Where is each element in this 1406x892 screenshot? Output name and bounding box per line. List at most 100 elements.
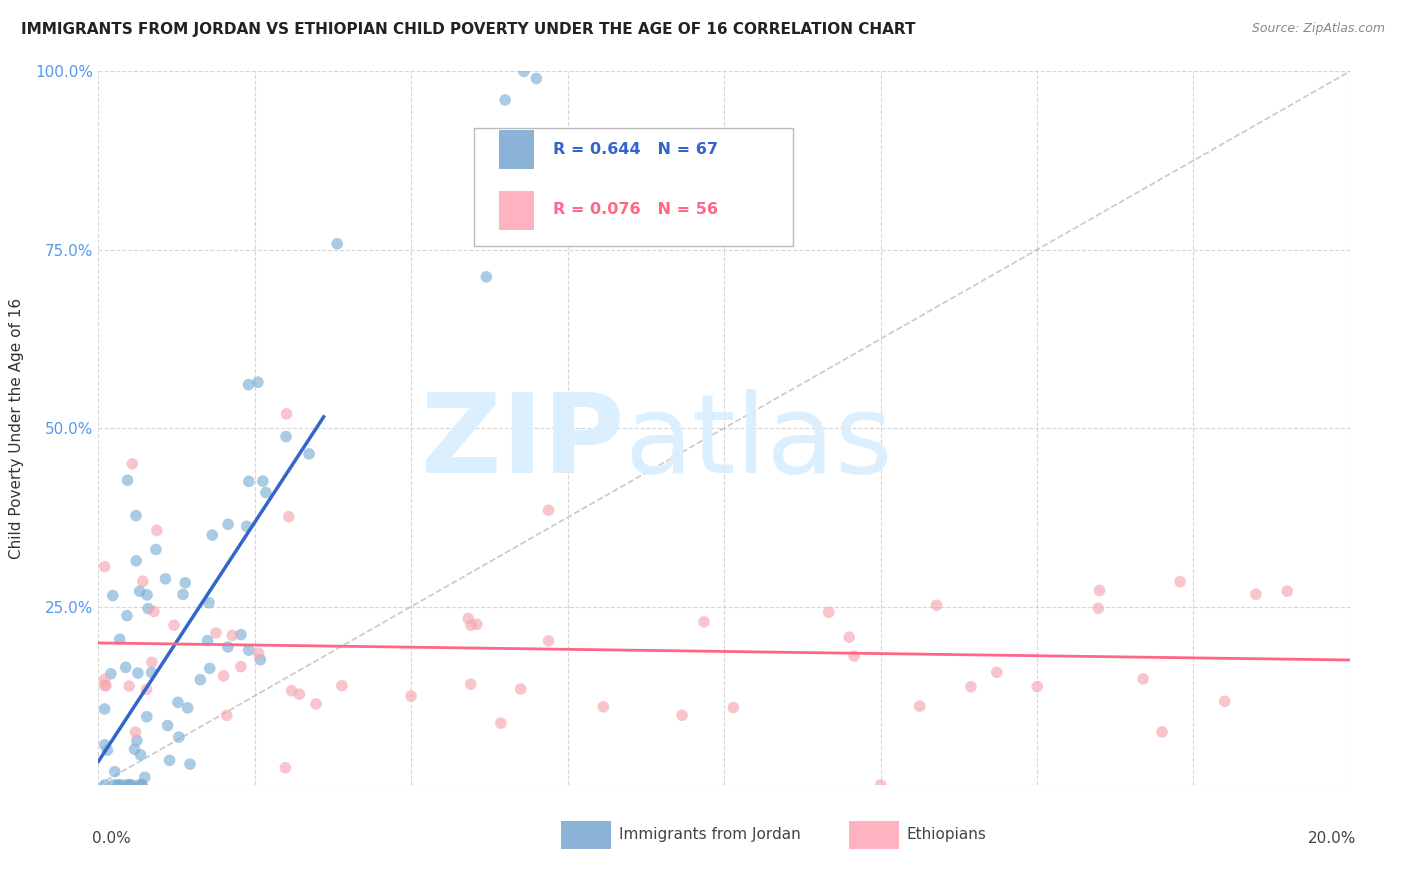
Point xyxy=(1277,584,1299,599)
Point xyxy=(526,71,548,86)
Point xyxy=(537,503,560,517)
Text: 0.0%: 0.0% xyxy=(93,831,131,847)
FancyBboxPatch shape xyxy=(849,821,900,849)
Point xyxy=(145,542,167,557)
Point xyxy=(167,730,190,744)
Point xyxy=(399,689,422,703)
Point xyxy=(118,778,141,792)
Point xyxy=(494,93,516,107)
Point xyxy=(131,778,153,792)
Point xyxy=(117,778,139,792)
Point xyxy=(723,700,745,714)
Point xyxy=(326,236,349,251)
Point xyxy=(960,680,983,694)
Text: 20.0%: 20.0% xyxy=(1308,831,1355,847)
Point xyxy=(280,683,302,698)
Point xyxy=(238,377,260,392)
Text: R = 0.076   N = 56: R = 0.076 N = 56 xyxy=(553,202,717,217)
Text: Source: ZipAtlas.com: Source: ZipAtlas.com xyxy=(1251,22,1385,36)
Point xyxy=(128,778,150,792)
Point xyxy=(235,519,257,533)
Point xyxy=(460,618,482,632)
Point xyxy=(197,633,219,648)
Point xyxy=(276,407,298,421)
Point xyxy=(172,587,194,601)
Point xyxy=(842,648,865,663)
Point xyxy=(111,778,134,792)
Point xyxy=(101,589,124,603)
Point xyxy=(869,778,891,792)
Point xyxy=(174,575,197,590)
Point xyxy=(198,661,221,675)
Point xyxy=(124,725,146,739)
Point xyxy=(693,615,716,629)
Point xyxy=(124,742,146,756)
FancyBboxPatch shape xyxy=(474,128,793,246)
Point xyxy=(817,605,839,619)
Point xyxy=(163,618,186,632)
Point xyxy=(277,509,299,524)
Point xyxy=(93,702,115,716)
Point xyxy=(537,633,560,648)
Point xyxy=(125,733,148,747)
Point xyxy=(1026,680,1049,694)
Point xyxy=(217,517,239,532)
Point xyxy=(93,778,115,792)
Point xyxy=(1087,601,1109,615)
Point xyxy=(1213,694,1236,708)
Point xyxy=(107,778,129,792)
Point xyxy=(146,524,169,538)
Point xyxy=(509,681,531,696)
FancyBboxPatch shape xyxy=(561,821,612,849)
Point xyxy=(159,753,181,767)
Point xyxy=(925,599,948,613)
Point xyxy=(127,666,149,681)
Point xyxy=(1132,672,1154,686)
Point xyxy=(176,701,198,715)
Point xyxy=(188,673,211,687)
Point xyxy=(274,761,297,775)
Point xyxy=(121,778,143,792)
Point xyxy=(247,646,270,660)
Point xyxy=(198,596,221,610)
Text: atlas: atlas xyxy=(624,389,893,496)
Point xyxy=(104,764,127,779)
Point xyxy=(252,474,274,488)
Point xyxy=(136,588,159,602)
Point xyxy=(94,679,117,693)
Point xyxy=(1168,574,1191,589)
Point xyxy=(96,743,118,757)
Point xyxy=(838,630,860,644)
Point xyxy=(108,632,131,647)
Point xyxy=(155,572,177,586)
Point xyxy=(671,708,693,723)
Point xyxy=(121,457,143,471)
Point xyxy=(460,677,482,691)
Point xyxy=(457,611,479,625)
Point xyxy=(117,473,139,487)
Point xyxy=(305,697,328,711)
Text: Ethiopians: Ethiopians xyxy=(907,828,987,842)
Point xyxy=(115,608,138,623)
Point xyxy=(513,64,536,78)
Point xyxy=(136,601,159,615)
Point xyxy=(107,778,129,792)
Point xyxy=(475,269,498,284)
Point xyxy=(205,626,228,640)
Point xyxy=(131,778,153,792)
Point xyxy=(135,710,157,724)
Point xyxy=(246,375,269,389)
Point xyxy=(93,738,115,752)
Point xyxy=(465,617,488,632)
Point xyxy=(217,640,239,654)
Point xyxy=(100,666,122,681)
Point xyxy=(986,665,1008,680)
Point xyxy=(908,699,931,714)
Y-axis label: Child Poverty Under the Age of 16: Child Poverty Under the Age of 16 xyxy=(10,298,24,558)
Point xyxy=(117,778,139,792)
Point xyxy=(201,528,224,542)
Point xyxy=(274,429,297,443)
Point xyxy=(129,747,152,762)
Point xyxy=(298,447,321,461)
Point xyxy=(125,508,148,523)
